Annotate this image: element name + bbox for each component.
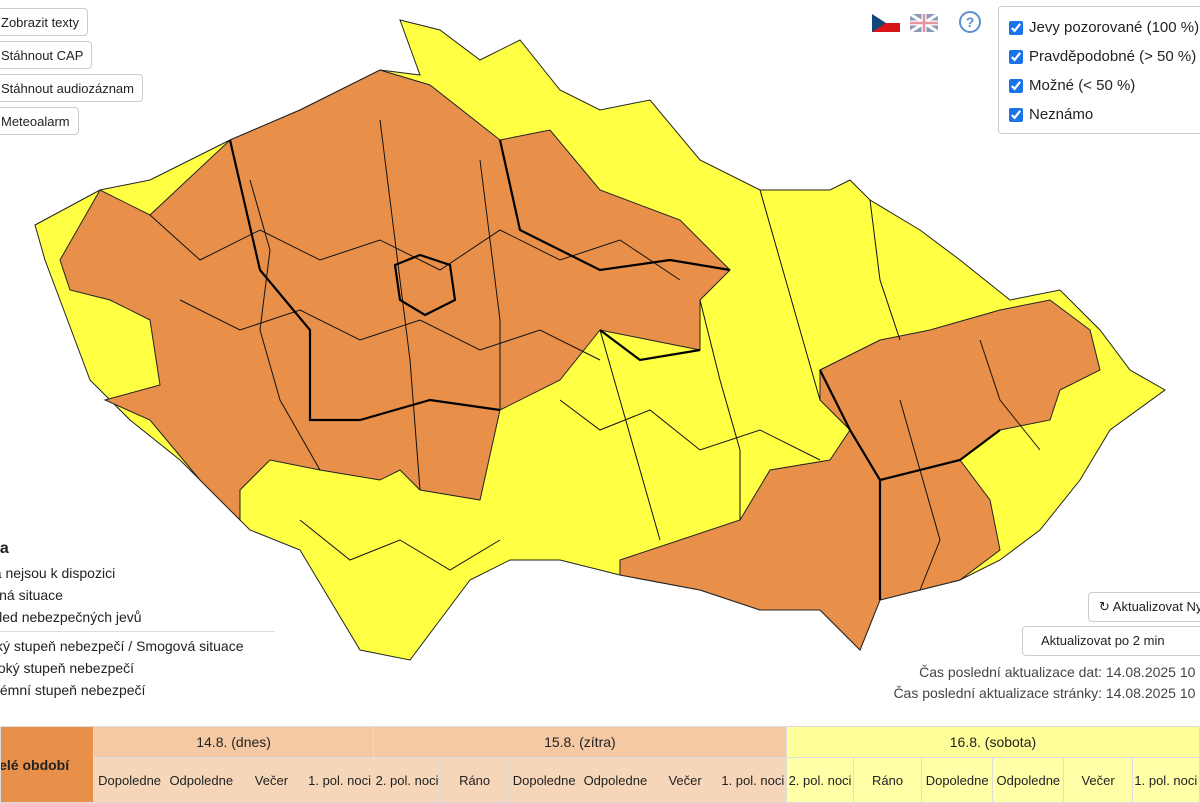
checkbox[interactable] <box>1009 49 1023 64</box>
filter-label: Pravděpodobné (> 50 %) <box>1029 48 1197 65</box>
period-cell: 2. pol. noci <box>785 757 855 803</box>
overall-label: Celé období <box>2 756 70 773</box>
update-value: 14.08.2025 10 <box>1105 664 1196 680</box>
download-audio-button[interactable]: Stáhnout audiozáznam <box>0 74 143 102</box>
day-header: 15.8. (zítra) <box>372 726 787 758</box>
legend: Legenda Data nejsou k dispozici Běžná si… <box>0 536 290 701</box>
refresh-now-button[interactable]: ↻ Aktualizovat Nyní <box>1088 592 1200 622</box>
filter-label: Neznámo <box>1029 106 1094 123</box>
meteoalarm-button[interactable]: Meteoalarm <box>0 107 79 135</box>
period-cell: Odpoledne <box>992 757 1065 803</box>
period-cell: 2. pol. noci <box>372 757 442 803</box>
region-borders <box>228 139 1001 600</box>
filter-unknown[interactable]: Neznámo <box>999 100 1200 129</box>
filter-possible[interactable]: Možné (< 50 %) <box>999 71 1200 100</box>
period-cell: 1. pol. noci <box>1131 757 1200 803</box>
update-value: 14.08.2025 10 <box>1105 685 1196 701</box>
period-cell: 1. pol. noci <box>305 757 374 803</box>
day-header: 14.8. (dnes) <box>93 726 374 758</box>
legend-item: Data nejsou k dispozici <box>0 565 116 581</box>
flag-cz[interactable] <box>872 14 900 32</box>
filter-label: Možné (< 50 %) <box>1029 77 1136 94</box>
legend-item: Běžná situace <box>0 587 63 603</box>
legend-item: Nízký stupeň nebezpečí / Smogová situace <box>0 638 244 654</box>
period-cell: Večer <box>236 757 307 803</box>
period-cell: Odpoledne <box>579 757 652 803</box>
legend-item: Vysoký stupeň nebezpečí <box>0 660 135 676</box>
update-label: Čas poslední aktualizace dat: <box>919 664 1102 680</box>
flag-uk[interactable] <box>909 12 939 34</box>
warning-map <box>34 19 1166 661</box>
layer-filter: Jevy pozorované (100 %) Pravděpodobné (>… <box>998 6 1200 134</box>
legend-item: Extrémní stupeň nebezpečí <box>0 682 146 698</box>
data-update-time: Čas poslední aktualizace dat: 14.08.2025… <box>840 664 1200 680</box>
update-label: Čas poslední aktualizace stránky: <box>893 685 1102 701</box>
day-row: Celé období 14.8. (dnes)15.8. (zítra)16.8… <box>0 726 1200 803</box>
help-icon[interactable]: ? <box>959 11 981 33</box>
language-switch: ? <box>872 11 981 34</box>
download-cap-button[interactable]: Stáhnout CAP <box>0 41 93 69</box>
checkbox[interactable] <box>1009 107 1023 122</box>
filter-label: Jevy pozorované (100 %) <box>1029 19 1200 36</box>
period-cell: Odpoledne <box>164 757 238 803</box>
legend-item: Výhled nebezpečných jevů <box>0 609 142 625</box>
period-cell: Dopoledne <box>921 757 994 803</box>
timeline-table: Celé období 14.8. (dnes)15.8. (zítra)16.8… <box>0 726 1200 803</box>
page-update-time: Čas poslední aktualizace stránky: 14.08.… <box>840 685 1200 701</box>
period-cell: Večer <box>1063 757 1133 803</box>
period-cell: Večer <box>650 757 720 803</box>
district-borders <box>149 119 1041 591</box>
filter-observed[interactable]: Jevy pozorované (100 %) <box>999 13 1200 42</box>
period-cell: Dopoledne <box>508 757 581 803</box>
show-texts-button[interactable]: Zobrazit texty <box>0 8 89 36</box>
checkbox[interactable] <box>1009 20 1023 35</box>
region-orange-west[interactable] <box>59 69 731 522</box>
day-header: 16.8. (sobota) <box>785 726 1200 758</box>
checkbox[interactable] <box>1009 78 1023 93</box>
overall-cell: Celé období <box>0 726 95 803</box>
filter-probable[interactable]: Pravděpodobné (> 50 %) <box>999 42 1200 71</box>
period-row: Dopoledne Odpoledne Večer 1. pol. noci 2. po… <box>1 757 1200 803</box>
period-cell: Ráno <box>440 757 510 803</box>
legend-title: Legenda <box>0 540 9 557</box>
refresh-interval-select[interactable]: Aktualizovat po 2 min <box>1022 626 1200 656</box>
svg-text:?: ? <box>966 14 975 30</box>
period-cell: Ráno <box>853 757 923 803</box>
period-cell: Dopoledne <box>93 757 166 803</box>
period-cell: 1. pol. noci <box>718 757 787 803</box>
refresh-label: Aktualizovat Nyní <box>1112 599 1200 614</box>
legend-divider <box>0 631 275 632</box>
